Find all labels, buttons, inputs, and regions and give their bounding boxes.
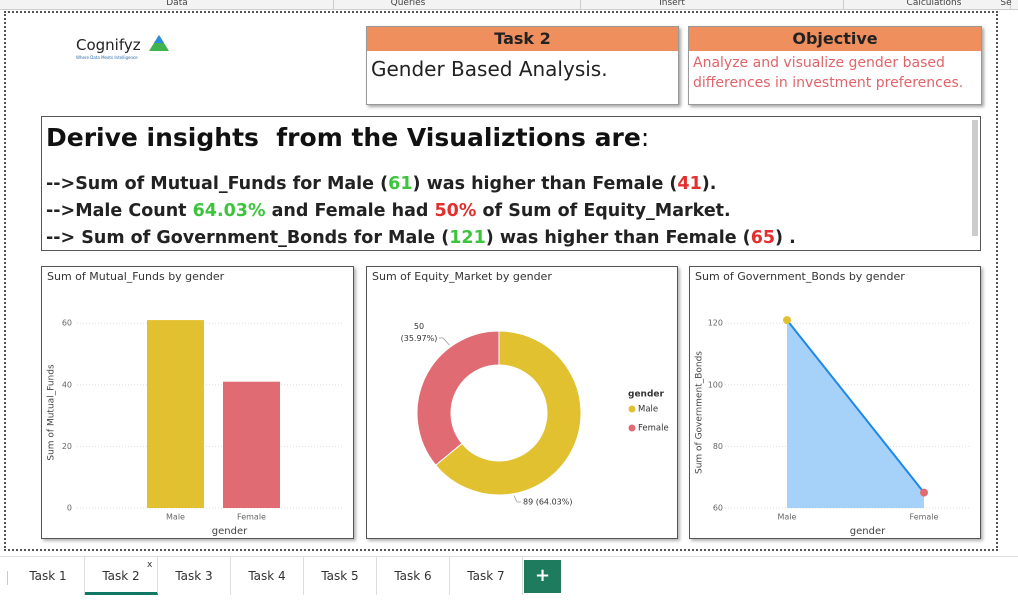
insight-segment: -->Sum of Mutual_Funds for Male ( xyxy=(46,174,389,194)
tab[interactable]: Task 2 xyxy=(85,557,158,595)
bar xyxy=(223,381,280,508)
insight-segment: 50% xyxy=(434,201,477,221)
logo-tagline: Where Data Meets Intelligence xyxy=(76,55,138,60)
objective-card-text: Analyze and visualize gender based diffe… xyxy=(693,55,964,91)
chart-title: Sum of Government_Bonds by gender xyxy=(695,270,905,283)
title-segment: Derive insights from the Visualiztions a… xyxy=(46,123,641,152)
report-canvas xyxy=(4,11,998,551)
tab[interactable]: Task 3 xyxy=(158,557,231,595)
chart-panel: Sum of Government_Bonds by gender 60 80 100… xyxy=(689,266,981,539)
logo-name: Cognifyz xyxy=(76,36,141,54)
x-tick-label: Male xyxy=(166,513,185,522)
legend-title: gender xyxy=(628,390,665,400)
insight-segment: ) was higher than Female ( xyxy=(485,228,751,248)
x-axis-title: gender xyxy=(850,526,886,537)
y-tick-label: 0 xyxy=(67,504,72,513)
ribbon-separator xyxy=(1010,0,1011,9)
insight-segment: ) . xyxy=(775,228,796,248)
chart: Sum of Equity_Market by gender 89 (64.03%… xyxy=(372,270,669,507)
legend-marker xyxy=(628,405,636,413)
x-tick-label: Male xyxy=(778,513,797,522)
chart: Sum of Government_Bonds by gender 60 80 100… xyxy=(695,270,970,537)
leader-line xyxy=(513,495,521,503)
y-tick-label: 60 xyxy=(713,504,723,513)
insight-line: -->Sum of Mutual_Funds for Male (61) was… xyxy=(46,174,716,194)
x-tick-label: Female xyxy=(237,513,266,522)
ribbon: Data Queries Insert Calculations Se xyxy=(0,0,1018,10)
y-tick-label: 80 xyxy=(713,442,723,451)
x-tick-label: Female xyxy=(910,513,939,522)
ribbon-label: Data xyxy=(166,0,188,8)
logo: Cognifyz Where Data Meets Intelligence xyxy=(76,35,169,60)
bar xyxy=(147,320,204,508)
y-tick-label: 120 xyxy=(708,319,723,328)
chart-title: Sum of Equity_Market by gender xyxy=(372,270,552,283)
title-segment: : xyxy=(640,123,650,152)
task-card: Task 2 Gender Based Analysis. xyxy=(366,26,679,105)
insight-segment: -->Male Count xyxy=(46,201,193,221)
area-fill xyxy=(787,320,924,508)
insights-title: Derive insights from the Visualiztions a… xyxy=(46,123,649,152)
legend-label: Female xyxy=(638,424,669,434)
insight-line: -->Male Count 64.03% and Female had 50% … xyxy=(46,201,731,221)
chart-panel: Sum of Equity_Market by gender 89 (64.03%… xyxy=(366,266,678,539)
x-axis-title: gender xyxy=(212,526,248,537)
point-marker xyxy=(920,488,928,497)
y-axis-title: Sum of Government_Bonds xyxy=(695,351,705,474)
insights-box: Derive insights from the Visualiztions a… xyxy=(41,116,981,251)
ribbon-label: Calculations xyxy=(906,0,962,8)
insight-segment: and Female had xyxy=(265,201,435,221)
leader-line xyxy=(439,337,450,346)
ribbon-separator xyxy=(332,0,334,9)
y-axis-title: Sum of Mutual_Funds xyxy=(47,364,57,461)
tab[interactable]: Task 6 xyxy=(377,557,450,595)
data-label: 89 (64.03%) xyxy=(523,498,572,507)
y-tick-label: 60 xyxy=(62,319,72,328)
y-tick-label: 40 xyxy=(62,380,72,389)
point-marker xyxy=(783,316,791,325)
legend-marker xyxy=(628,424,636,432)
objective-card-title: Objective xyxy=(689,27,981,51)
data-label: 50 (35.97%) xyxy=(401,322,438,343)
insight-segment: ) was higher than Female ( xyxy=(412,174,678,194)
y-tick-label: 100 xyxy=(708,380,723,389)
ribbon-label: Queries xyxy=(390,0,426,8)
tab-close[interactable]: x xyxy=(147,560,153,570)
ribbon-separator xyxy=(580,0,581,9)
add-tab[interactable]: + xyxy=(524,560,561,593)
tab-scroll xyxy=(0,571,8,585)
ribbon-label: Insert xyxy=(659,0,685,8)
insight-line: --> Sum of Government_Bonds for Male (12… xyxy=(46,228,796,248)
line xyxy=(786,319,925,494)
task-card-title: Task 2 xyxy=(367,27,678,51)
chart-title: Sum of Mutual_Funds by gender xyxy=(47,270,225,283)
task-card-text: Gender Based Analysis. xyxy=(371,57,608,81)
tab[interactable]: Task 4 xyxy=(231,557,304,595)
objective-card: Objective Analyze and visualize gender b… xyxy=(688,26,982,105)
y-tick-label: 20 xyxy=(62,442,72,451)
pie-slice xyxy=(435,330,582,496)
insight-segment: 41 xyxy=(677,174,702,194)
tab-bar: Task 1 Task 2 x Task 3 Task 4 Task 5 Task 6 Tas… xyxy=(0,556,1018,602)
insight-segment: 64.03% xyxy=(192,201,266,221)
insight-segment: 65 xyxy=(750,228,776,248)
insight-segment: 61 xyxy=(388,174,413,194)
ribbon-separator xyxy=(843,0,844,9)
insight-segment: ). xyxy=(701,174,717,194)
insight-segment: of Sum of Equity_Market. xyxy=(476,201,731,221)
tab[interactable]: Task 7 xyxy=(450,557,523,595)
chart: Sum of Mutual_Funds by gender 0 20 40 60 gend… xyxy=(47,270,342,537)
scrollbar xyxy=(972,120,978,236)
chart-panel: Sum of Mutual_Funds by gender 0 20 40 60 gend… xyxy=(41,266,354,539)
tab[interactable]: Task 5 xyxy=(304,557,377,595)
logo-icon xyxy=(149,35,169,51)
pie-slice xyxy=(416,330,500,466)
ribbon-label: Se xyxy=(1000,0,1012,8)
insight-segment: --> Sum of Government_Bonds for Male ( xyxy=(46,228,450,248)
insight-segment: 121 xyxy=(449,228,486,248)
tab[interactable]: Task 1 xyxy=(12,557,85,595)
legend-label: Male xyxy=(638,405,658,415)
